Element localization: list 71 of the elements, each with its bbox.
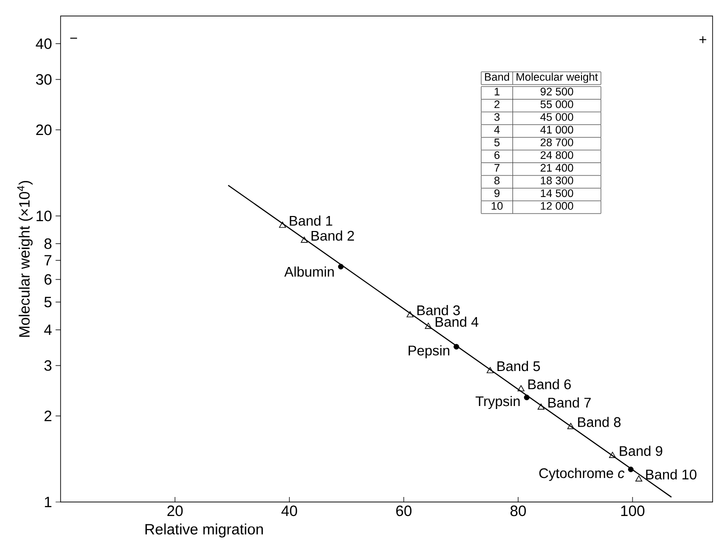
x-tick-label: 80: [510, 506, 526, 516]
point: [567, 423, 574, 430]
y-tick-label: 30: [36, 74, 52, 85]
annotation: 92 500: [540, 88, 574, 96]
point: [524, 394, 530, 400]
annotation: 14 500: [540, 189, 574, 198]
y-tick-label: 1: [44, 496, 52, 508]
y-tick-label: 20: [36, 124, 52, 136]
annotation: 28 700: [540, 138, 574, 146]
annotation: 8: [494, 176, 500, 184]
y-tick-label: 2: [44, 410, 52, 422]
annotation: 18 300: [540, 176, 574, 184]
annotation: Band 4: [436, 316, 478, 327]
point: [406, 311, 414, 318]
annotation: Band 3: [417, 305, 460, 316]
annotation: Band 7: [548, 397, 591, 408]
annotation: Band: [485, 72, 510, 81]
annotation: 2: [494, 100, 500, 108]
annotation: Trypsin: [476, 396, 520, 409]
point: [538, 404, 544, 410]
point: [628, 466, 634, 472]
point: [609, 452, 616, 458]
point: [486, 367, 494, 374]
y-axis-title: Molecular weight (×10$^{4}$): [17, 180, 33, 337]
point: [338, 264, 344, 270]
annotation: 7: [494, 164, 500, 172]
y-tick-label: 6: [44, 274, 52, 285]
y-tick-label: 4: [44, 324, 52, 335]
y-tick-label: 3: [44, 360, 52, 371]
annotation: 24 800: [540, 151, 574, 159]
annotation: 10: [492, 202, 503, 210]
point: [300, 236, 308, 243]
point: [518, 385, 524, 392]
annotation: Band 9: [620, 446, 662, 456]
y-tick-label: 10: [36, 210, 52, 222]
y-tick-label: 7: [44, 255, 52, 266]
annotation: 9: [494, 189, 500, 198]
annotation: Band 6: [528, 379, 571, 390]
annotation: 5: [494, 138, 500, 146]
annotation: Cytochrome c: [539, 468, 624, 481]
annotation: Albumin: [284, 266, 334, 277]
annotation: 4: [494, 126, 500, 134]
annotation: 55 000: [540, 100, 574, 108]
annotation: 45 000: [540, 113, 574, 121]
annotation: 3: [494, 113, 500, 121]
annotation: 41 000: [540, 126, 574, 134]
annotation: Band 2: [312, 230, 354, 241]
y-tick-label: 8: [44, 238, 52, 249]
annotation: Pepsin: [408, 345, 450, 358]
point: [279, 222, 286, 228]
annotation: 21 400: [540, 164, 574, 172]
annotation: Molecular weight: [516, 72, 598, 83]
annotation: Band 10: [646, 469, 696, 480]
annotation: Band 8: [578, 416, 621, 428]
y-tick-label: 40: [36, 38, 52, 49]
y-tick-label: 5: [44, 296, 52, 308]
annotation: +: [699, 36, 706, 44]
annotation: Band 1: [290, 216, 332, 226]
annotation: −: [70, 38, 78, 39]
point: [424, 322, 432, 329]
x-tick-label: 60: [396, 506, 412, 516]
point: [454, 344, 460, 350]
annotation: 1: [494, 88, 500, 96]
x-axis-title: Relative migration: [145, 524, 263, 538]
annotation: Band 5: [497, 360, 540, 372]
x-tick-label: 100: [621, 506, 644, 516]
annotation: 12 000: [540, 202, 574, 210]
x-tick-label: 40: [281, 506, 298, 516]
x-tick-label: 20: [167, 506, 183, 516]
annotation: 6: [494, 151, 500, 159]
point: [635, 475, 642, 482]
